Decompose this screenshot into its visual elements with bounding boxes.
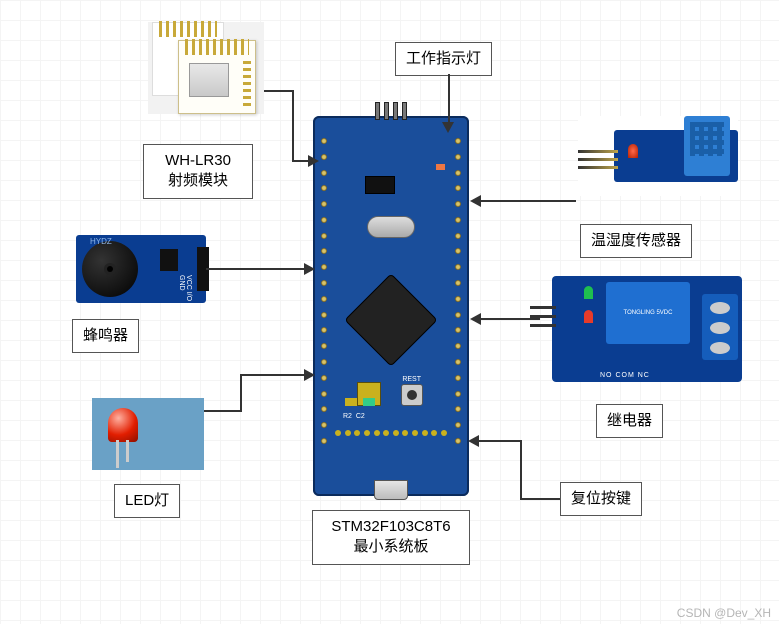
relay-pins <box>530 306 556 327</box>
dht-sensor-head <box>684 116 730 176</box>
led-bulb-icon <box>108 408 138 442</box>
mcu-header-pins <box>375 102 407 120</box>
arrow-reset-v <box>520 440 522 498</box>
mcu-reset-button <box>401 384 423 406</box>
label-led: LED灯 <box>114 484 180 518</box>
label-dht: 温湿度传感器 <box>580 224 692 258</box>
mcu-board: REST R2 C2 <box>313 116 469 496</box>
arrow-buzzer-head <box>304 263 315 275</box>
rf-module <box>148 22 264 114</box>
dht-sensor <box>578 116 738 196</box>
arrow-buzzer <box>206 268 306 270</box>
relay-module: TONGLING 5VDC NO COM NC <box>552 276 742 382</box>
label-work-led: 工作指示灯 <box>395 42 492 76</box>
buzzer-ic <box>160 249 178 271</box>
mcu-pin-left <box>321 138 327 444</box>
dht-pins <box>578 150 618 169</box>
arrow-led-v <box>240 374 242 412</box>
rf-front-board <box>178 40 256 114</box>
mcu-small-chip <box>365 176 395 194</box>
mcu-main-chip <box>346 275 437 366</box>
dht-led-icon <box>628 144 638 158</box>
label-mcu: STM32F103C8T6 最小系统板 <box>312 510 470 565</box>
buzzer-hydz-text: HYDZ <box>90 237 112 246</box>
led-module <box>92 398 204 470</box>
arrow-rf-v <box>292 90 294 160</box>
arrow-led-head <box>304 369 315 381</box>
arrow-reset-h <box>520 498 560 500</box>
relay-terminal <box>702 294 738 360</box>
mcu-boot-row <box>335 430 447 440</box>
arrow-dht <box>480 200 576 202</box>
arrow-rf-head <box>308 155 319 167</box>
arrow-led-h <box>204 410 240 412</box>
relay-led-red-icon <box>584 310 593 323</box>
arrow-rf <box>264 90 294 92</box>
label-reset: 复位按键 <box>560 482 642 516</box>
label-rf-module: WH-LR30 射频模块 <box>143 144 253 199</box>
watermark: CSDN @Dev_XH <box>677 606 771 620</box>
buzzer-pin-label: VCC I/O GND <box>178 275 192 303</box>
mcu-led-c2 <box>363 398 375 406</box>
mcu-pin-right <box>455 138 461 444</box>
arrow-workled-head <box>442 122 454 133</box>
mcu-r-text: R2 C2 <box>343 413 365 420</box>
mcu-led-r2 <box>345 398 357 406</box>
relay-cube: TONGLING 5VDC <box>606 282 690 344</box>
buzzer-disc-icon <box>82 241 138 297</box>
mcu-usb-port <box>374 480 408 500</box>
label-buzzer: 蜂鸣器 <box>72 319 139 353</box>
label-relay: 继电器 <box>596 404 663 438</box>
mcu-led-pwr <box>436 164 445 170</box>
relay-led-green-icon <box>584 286 593 299</box>
mcu-crystal <box>367 216 415 238</box>
arrow-workled-v <box>448 74 450 124</box>
relay-text: NO COM NC <box>600 372 650 379</box>
buzzer-module: HYDZ VCC I/O GND <box>76 235 206 303</box>
arrow-reset-head <box>468 435 479 447</box>
mcu-reset-text: REST <box>402 376 421 383</box>
arrow-relay-head <box>470 313 481 325</box>
arrow-led-h2 <box>240 374 306 376</box>
arrow-reset-h2 <box>478 440 522 442</box>
arrow-dht-head <box>470 195 481 207</box>
rf-shield-icon <box>189 63 229 97</box>
arrow-relay <box>480 318 540 320</box>
